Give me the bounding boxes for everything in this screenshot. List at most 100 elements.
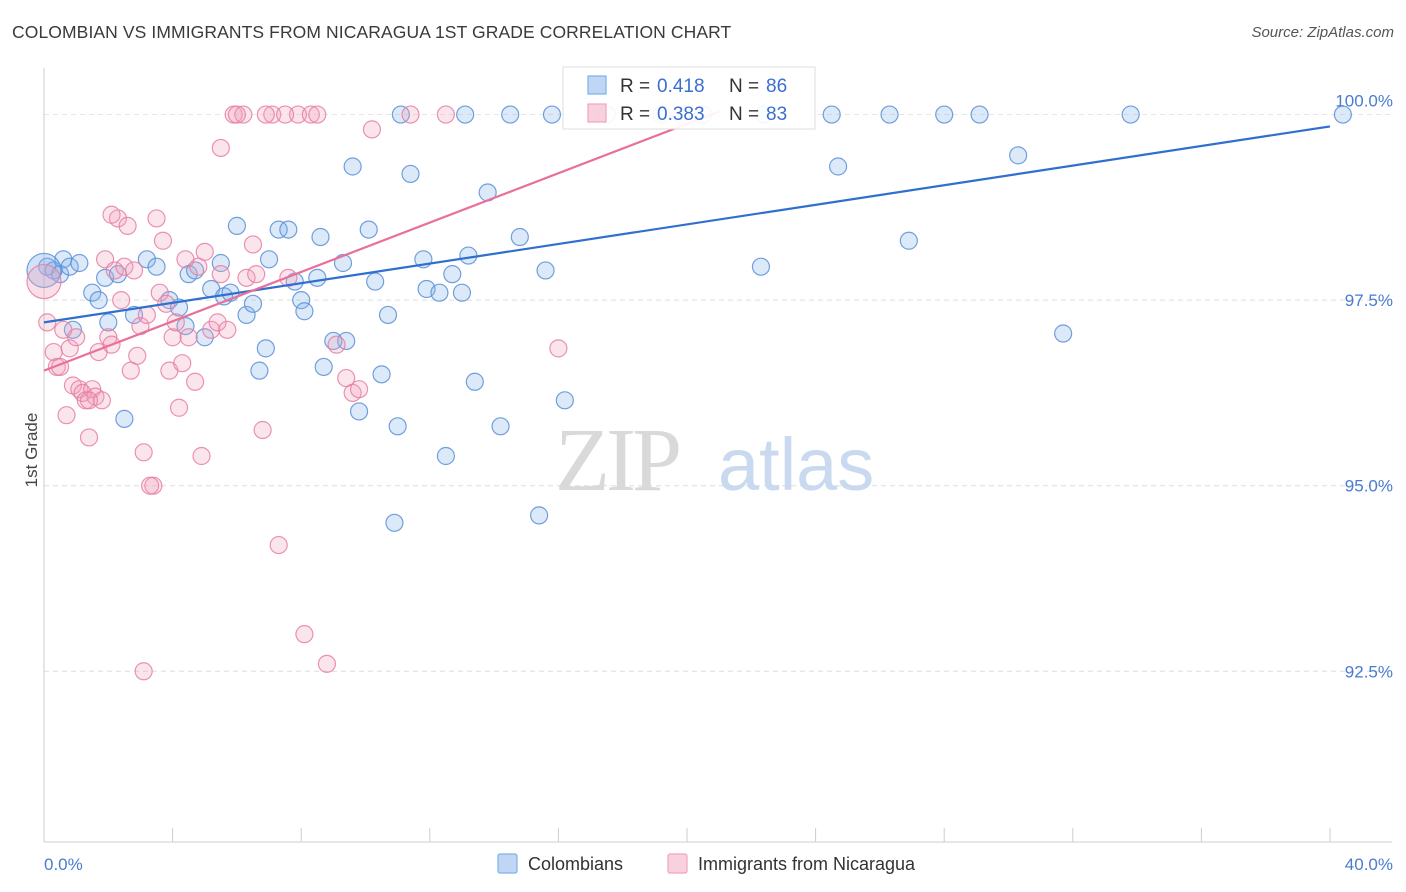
- point-nicaragua: [349, 380, 369, 399]
- point-colombians: [542, 105, 562, 124]
- point-nicaragua: [173, 354, 192, 373]
- point-colombians: [430, 283, 449, 302]
- point-nicaragua: [317, 654, 337, 673]
- point-nicaragua: [237, 268, 256, 287]
- y-tick-label: 92.5%: [1345, 662, 1393, 681]
- point-colombians: [436, 446, 455, 466]
- point-colombians: [555, 391, 574, 410]
- y-tick-label: 97.5%: [1345, 291, 1393, 310]
- point-nicaragua: [128, 346, 147, 365]
- point-colombians: [822, 105, 841, 124]
- point-nicaragua: [549, 339, 568, 358]
- point-colombians: [385, 513, 404, 532]
- point-colombians: [536, 261, 555, 280]
- point-nicaragua: [79, 428, 99, 447]
- x-tick-label: 0.0%: [44, 855, 83, 874]
- point-colombians: [530, 506, 549, 525]
- point-colombians: [83, 283, 102, 302]
- point-nicaragua: [436, 105, 455, 124]
- point-nicaragua: [134, 662, 153, 681]
- chart-title: COLOMBIAN VS IMMIGRANTS FROM NICARAGUA 1…: [12, 22, 732, 42]
- point-colombians: [60, 257, 79, 276]
- point-nicaragua: [247, 265, 266, 284]
- point-colombians: [349, 402, 369, 421]
- point-colombians: [250, 361, 269, 380]
- point-colombians: [401, 164, 420, 184]
- data-points: [26, 105, 1352, 681]
- point-colombians: [343, 157, 362, 176]
- point-colombians: [137, 250, 156, 269]
- point-colombians: [237, 305, 256, 325]
- point-nicaragua: [192, 446, 211, 466]
- watermark-zip: ZIP: [555, 411, 679, 510]
- y-tick-label: 95.0%: [1345, 477, 1393, 496]
- point-nicaragua: [115, 257, 134, 276]
- point-nicaragua: [327, 335, 346, 354]
- point-colombians: [147, 257, 166, 276]
- point-nicaragua: [301, 105, 320, 124]
- point-nicaragua: [105, 261, 124, 280]
- point-colombians: [124, 305, 144, 325]
- x-tick-label: 40.0%: [1345, 855, 1393, 874]
- tick-labels: 92.5% 95.0% 97.5% 100.0% 0.0% 40.0%: [44, 92, 1393, 874]
- point-colombians: [243, 294, 263, 313]
- point-nicaragua: [208, 313, 227, 332]
- point-nicaragua: [195, 242, 214, 261]
- point-nicaragua: [243, 235, 263, 254]
- point-nicaragua: [124, 261, 144, 280]
- point-nicaragua: [60, 339, 79, 358]
- point-colombians: [880, 105, 899, 124]
- point-nicaragua: [256, 105, 275, 124]
- point-colombians: [452, 283, 472, 302]
- stats-legend: R = 0.418 N = 86 R = 0.383 N = 83: [562, 66, 816, 130]
- point-colombians: [308, 268, 327, 287]
- point-colombians: [1054, 324, 1073, 343]
- point-nicaragua: [253, 420, 272, 440]
- point-nicaragua: [211, 265, 230, 284]
- trend-colombians: [43, 125, 1331, 324]
- point-colombians: [456, 105, 475, 124]
- point-nicaragua: [118, 216, 137, 235]
- legend-n-value: 83: [766, 104, 787, 125]
- point-nicaragua: [153, 231, 173, 250]
- point-nicaragua: [140, 476, 160, 495]
- point-colombians: [443, 265, 462, 284]
- legend-r-label: R =: [620, 76, 650, 97]
- point-colombians: [176, 316, 195, 336]
- point-colombians: [256, 339, 275, 358]
- point-colombians: [366, 272, 385, 291]
- point-nicaragua: [211, 138, 230, 158]
- point-colombians: [970, 105, 989, 124]
- point-colombians: [26, 252, 62, 289]
- point-colombians: [99, 313, 118, 332]
- point-nicaragua: [276, 105, 295, 124]
- point-nicaragua: [263, 105, 282, 124]
- point-colombians: [269, 220, 288, 239]
- point-nicaragua: [79, 391, 99, 410]
- bottom-legend-label: Colombians: [528, 854, 623, 874]
- point-nicaragua: [67, 328, 86, 347]
- point-nicaragua: [308, 105, 327, 124]
- point-colombians: [501, 105, 520, 124]
- trend-lines: [43, 110, 1331, 372]
- legend-n-label: N =: [729, 76, 759, 97]
- point-nicaragua: [295, 625, 314, 644]
- legend-r-value: 0.418: [657, 76, 705, 97]
- bottom-legend-label: Immigrants from Nicaragua: [698, 854, 916, 874]
- point-nicaragua: [176, 250, 195, 269]
- point-colombians: [388, 417, 407, 436]
- point-colombians: [70, 253, 89, 273]
- point-colombians: [372, 365, 391, 384]
- source-note: Source: ZipAtlas.com: [1251, 24, 1394, 41]
- point-nicaragua: [179, 328, 198, 347]
- point-nicaragua: [137, 305, 156, 325]
- point-colombians: [935, 105, 954, 124]
- legend-swatch: [587, 75, 607, 95]
- axes: [43, 68, 1392, 843]
- point-colombians: [391, 105, 410, 124]
- gridlines: [44, 114, 1392, 672]
- point-colombians: [1009, 146, 1028, 165]
- point-nicaragua: [202, 320, 221, 339]
- point-nicaragua: [288, 105, 308, 124]
